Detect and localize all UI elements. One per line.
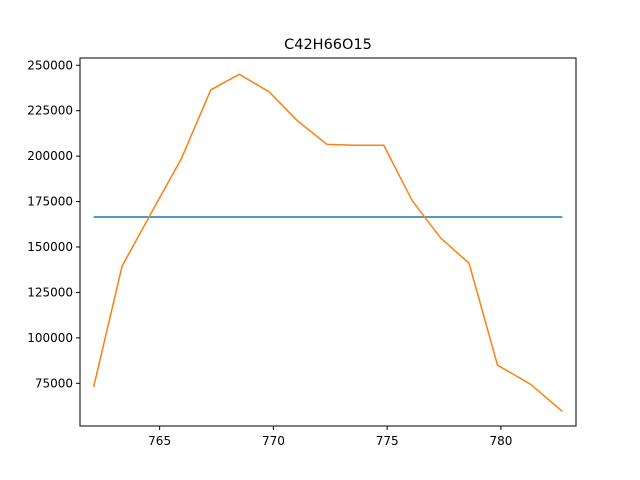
y-tick-label-7: 250000 [27,58,73,72]
series-line-2 [92,73,563,413]
x-tick-label-0: 765 [148,434,171,448]
axis-layer: 765 770 775 780 75000 100000 125000 150000 17500… [27,58,512,448]
x-tick-label-3: 780 [489,434,512,448]
y-tick-label-3: 150000 [27,240,73,254]
y-tick-label-2: 125000 [27,285,73,299]
x-tick-label-1: 770 [262,434,285,448]
y-tick-label-1: 100000 [27,331,73,345]
y-tick-label-4: 175000 [27,195,73,209]
plot-frame [79,57,577,427]
y-tick-label-5: 200000 [27,149,73,163]
y-tick-label-0: 75000 [35,376,73,390]
x-tick-label-2: 775 [376,434,399,448]
series-layer [92,73,563,413]
chart-title: C42H66O15 [284,37,372,53]
y-tick-label-6: 225000 [27,104,73,118]
